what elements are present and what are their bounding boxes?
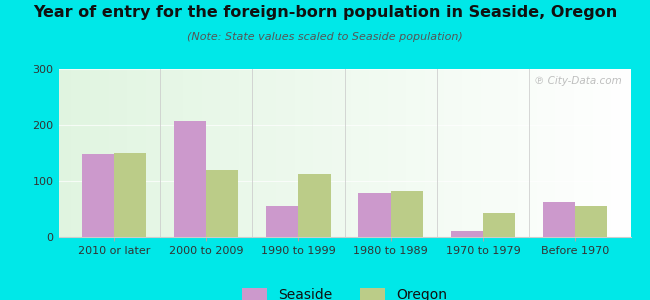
Text: (Note: State values scaled to Seaside population): (Note: State values scaled to Seaside po… xyxy=(187,32,463,41)
Legend: Seaside, Oregon: Seaside, Oregon xyxy=(237,282,452,300)
Bar xyxy=(114,153,146,237)
Bar xyxy=(206,170,239,237)
Bar xyxy=(81,154,114,237)
Bar xyxy=(575,206,608,237)
Bar xyxy=(543,202,575,237)
Bar xyxy=(391,190,423,237)
Text: Year of entry for the foreign-born population in Seaside, Oregon: Year of entry for the foreign-born popul… xyxy=(33,4,617,20)
Bar xyxy=(358,193,391,237)
Bar xyxy=(174,121,206,237)
Bar xyxy=(450,231,483,237)
Bar xyxy=(483,213,515,237)
Bar xyxy=(298,174,331,237)
Bar xyxy=(266,206,298,237)
Text: ℗ City-Data.com: ℗ City-Data.com xyxy=(534,76,622,86)
